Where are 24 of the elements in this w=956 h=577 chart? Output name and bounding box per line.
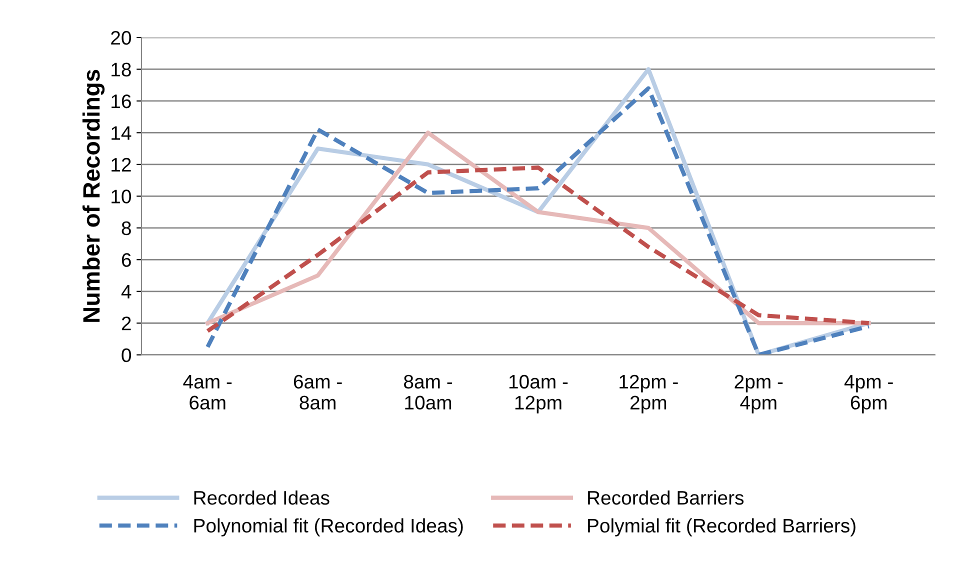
y-tick-label: 12 (112, 158, 131, 172)
y-tick-label: 14 (112, 126, 132, 140)
legend-label: Recorded Ideas (194, 490, 330, 505)
y-tick-label: 18 (112, 62, 131, 76)
x-tick-label: 8am - 10am (404, 374, 452, 410)
y-tick-label: 8 (122, 221, 131, 236)
y-tick-label: 16 (112, 94, 131, 108)
y-axis-title: Number of Recordings (82, 70, 105, 322)
x-tick-label: 6am - 8am (294, 374, 342, 410)
line-series (206, 166, 871, 334)
x-tick-label: 2pm - 4pm (734, 374, 783, 414)
x-tick-label: 10am - 12pm (509, 374, 568, 414)
legend-label: Polynomial fit (Recorded Ideas) (194, 518, 463, 536)
y-tick-label: 6 (122, 253, 131, 267)
x-tick-label: 4am - 6am (183, 375, 232, 410)
y-tick-label: 10 (112, 190, 132, 204)
x-tick-label: 12pm - 2pm (620, 374, 678, 414)
y-tick-label: 20 (111, 30, 132, 45)
y-tick-label: 4 (121, 285, 132, 298)
legend-label: Polymial fit (Recorded Barriers) (588, 518, 856, 536)
y-tick-label: 0 (122, 348, 132, 362)
legend-label: Recorded Barriers (588, 490, 744, 505)
y-tick-label: 2 (122, 316, 131, 330)
x-tick-label: 4pm - 6pm (844, 375, 893, 414)
